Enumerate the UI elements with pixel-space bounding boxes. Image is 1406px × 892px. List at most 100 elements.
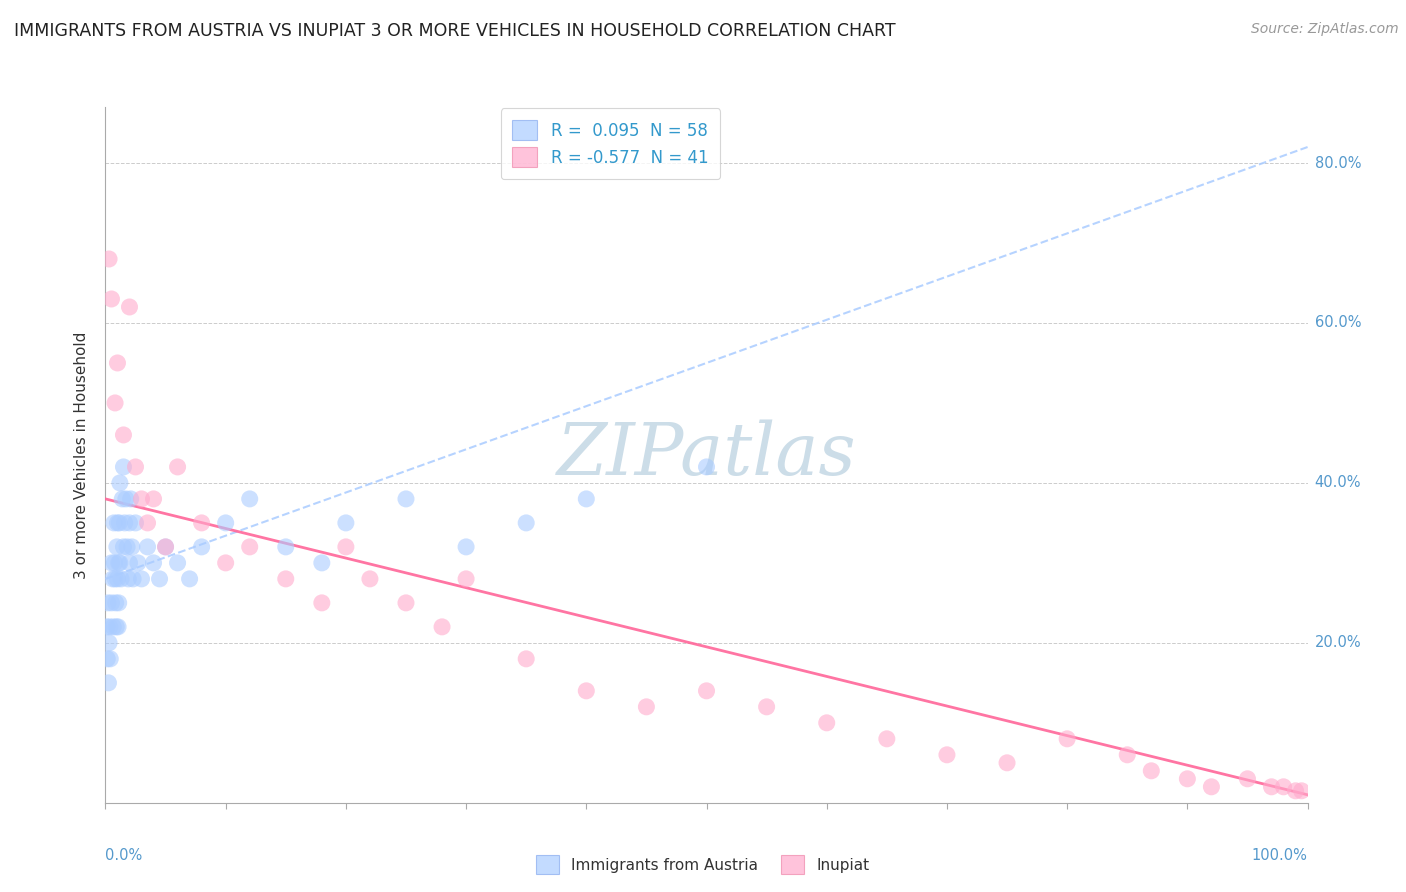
- Point: [696, 683, 718, 698]
- Point: [696, 459, 718, 474]
- Point: [239, 540, 262, 554]
- Text: 0.0%: 0.0%: [105, 848, 142, 863]
- Point: [1284, 784, 1306, 798]
- Point: [107, 356, 129, 370]
- Point: [107, 596, 129, 610]
- Point: [100, 292, 122, 306]
- Point: [166, 459, 188, 474]
- Text: 100.0%: 100.0%: [1251, 848, 1308, 863]
- Point: [110, 572, 132, 586]
- Point: [127, 556, 149, 570]
- Point: [395, 596, 418, 610]
- Point: [1272, 780, 1295, 794]
- Point: [96, 620, 118, 634]
- Point: [876, 731, 898, 746]
- Point: [430, 620, 453, 634]
- Point: [103, 516, 125, 530]
- Point: [155, 540, 177, 554]
- Point: [111, 491, 134, 506]
- Point: [166, 556, 188, 570]
- Point: [124, 459, 146, 474]
- Point: [107, 516, 129, 530]
- Point: [179, 572, 201, 586]
- Point: [107, 620, 129, 634]
- Point: [1201, 780, 1223, 794]
- Point: [118, 300, 141, 314]
- Point: [120, 491, 142, 506]
- Point: [105, 620, 128, 634]
- Point: [114, 516, 136, 530]
- Legend: R =  0.095  N = 58, R = -0.577  N = 41: R = 0.095 N = 58, R = -0.577 N = 41: [501, 109, 720, 179]
- Point: [1116, 747, 1139, 762]
- Point: [104, 596, 127, 610]
- Point: [190, 540, 212, 554]
- Text: 40.0%: 40.0%: [1315, 475, 1361, 491]
- Point: [105, 540, 128, 554]
- Point: [1260, 780, 1282, 794]
- Point: [100, 596, 122, 610]
- Point: [239, 491, 262, 506]
- Point: [117, 572, 139, 586]
- Point: [335, 516, 357, 530]
- Y-axis label: 3 or more Vehicles in Household: 3 or more Vehicles in Household: [75, 331, 90, 579]
- Text: IMMIGRANTS FROM AUSTRIA VS INUPIAT 3 OR MORE VEHICLES IN HOUSEHOLD CORRELATION C: IMMIGRANTS FROM AUSTRIA VS INUPIAT 3 OR …: [14, 22, 896, 40]
- Text: 80.0%: 80.0%: [1315, 155, 1361, 170]
- Point: [575, 683, 598, 698]
- Point: [104, 572, 127, 586]
- Point: [214, 516, 236, 530]
- Point: [214, 556, 236, 570]
- Point: [101, 572, 124, 586]
- Point: [1140, 764, 1163, 778]
- Point: [121, 540, 143, 554]
- Point: [103, 620, 125, 634]
- Point: [755, 699, 778, 714]
- Point: [575, 491, 598, 506]
- Point: [107, 556, 129, 570]
- Point: [107, 572, 129, 586]
- Point: [131, 491, 153, 506]
- Point: [115, 491, 138, 506]
- Point: [1175, 772, 1198, 786]
- Point: [115, 540, 138, 554]
- Point: [122, 572, 145, 586]
- Point: [108, 516, 131, 530]
- Point: [98, 652, 121, 666]
- Point: [335, 540, 357, 554]
- Point: [142, 556, 165, 570]
- Point: [112, 540, 135, 554]
- Point: [395, 491, 418, 506]
- Point: [104, 396, 127, 410]
- Point: [118, 556, 141, 570]
- Point: [311, 596, 333, 610]
- Text: 20.0%: 20.0%: [1315, 635, 1361, 650]
- Point: [112, 428, 135, 442]
- Legend: Immigrants from Austria, Inupiat: Immigrants from Austria, Inupiat: [530, 849, 876, 880]
- Point: [274, 540, 297, 554]
- Point: [108, 556, 131, 570]
- Point: [136, 516, 159, 530]
- Point: [454, 572, 477, 586]
- Point: [454, 540, 477, 554]
- Point: [108, 475, 131, 490]
- Point: [98, 252, 121, 266]
- Point: [103, 556, 125, 570]
- Point: [100, 556, 122, 570]
- Point: [515, 652, 537, 666]
- Point: [98, 620, 121, 634]
- Text: 60.0%: 60.0%: [1315, 316, 1361, 330]
- Point: [142, 491, 165, 506]
- Point: [274, 572, 297, 586]
- Point: [148, 572, 170, 586]
- Point: [190, 516, 212, 530]
- Point: [936, 747, 959, 762]
- Point: [1056, 731, 1078, 746]
- Point: [118, 516, 141, 530]
- Point: [112, 459, 135, 474]
- Point: [995, 756, 1018, 770]
- Point: [1236, 772, 1258, 786]
- Point: [1291, 784, 1313, 798]
- Point: [124, 516, 146, 530]
- Point: [98, 636, 121, 650]
- Point: [97, 596, 120, 610]
- Point: [131, 572, 153, 586]
